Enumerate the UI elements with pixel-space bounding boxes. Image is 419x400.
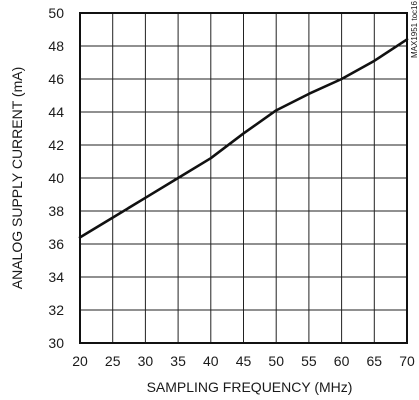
y-tick-label: 32 bbox=[48, 302, 64, 318]
x-tick-label: 40 bbox=[203, 353, 219, 369]
y-tick-label: 46 bbox=[48, 71, 64, 87]
grid bbox=[80, 13, 407, 343]
series-line bbox=[78, 38, 409, 239]
x-tick-label: 55 bbox=[301, 353, 317, 369]
y-tick-label: 50 bbox=[48, 5, 64, 21]
y-tick-label: 42 bbox=[48, 137, 64, 153]
x-tick-label: 35 bbox=[170, 353, 186, 369]
y-axis-ticks: 30 32 34 36 38 40 42 44 46 48 50 bbox=[48, 5, 64, 351]
x-axis-title: SAMPLING FREQUENCY (MHz) bbox=[147, 379, 353, 395]
x-tick-label: 45 bbox=[236, 353, 252, 369]
y-axis-title: ANALOG SUPPLY CURRENT (mA) bbox=[9, 67, 25, 290]
x-tick-label: 50 bbox=[268, 353, 284, 369]
y-tick-label: 40 bbox=[48, 170, 64, 186]
x-tick-label: 20 bbox=[72, 353, 88, 369]
x-tick-label: 25 bbox=[105, 353, 121, 369]
x-tick-label: 70 bbox=[399, 353, 415, 369]
y-tick-label: 44 bbox=[48, 104, 64, 120]
x-tick-label: 60 bbox=[334, 353, 350, 369]
x-tick-label: 65 bbox=[367, 353, 383, 369]
series bbox=[78, 38, 409, 239]
y-tick-label: 48 bbox=[48, 38, 64, 54]
y-tick-label: 34 bbox=[48, 269, 64, 285]
y-tick-label: 36 bbox=[48, 236, 64, 252]
y-tick-label: 38 bbox=[48, 203, 64, 219]
x-tick-label: 30 bbox=[138, 353, 154, 369]
x-axis-ticks: 20 25 30 35 40 45 50 55 60 65 70 bbox=[72, 353, 415, 369]
plot-frame bbox=[79, 12, 408, 344]
y-tick-label: 30 bbox=[48, 335, 64, 351]
figure-id-watermark: MAX1951 toc16 bbox=[410, 1, 419, 58]
